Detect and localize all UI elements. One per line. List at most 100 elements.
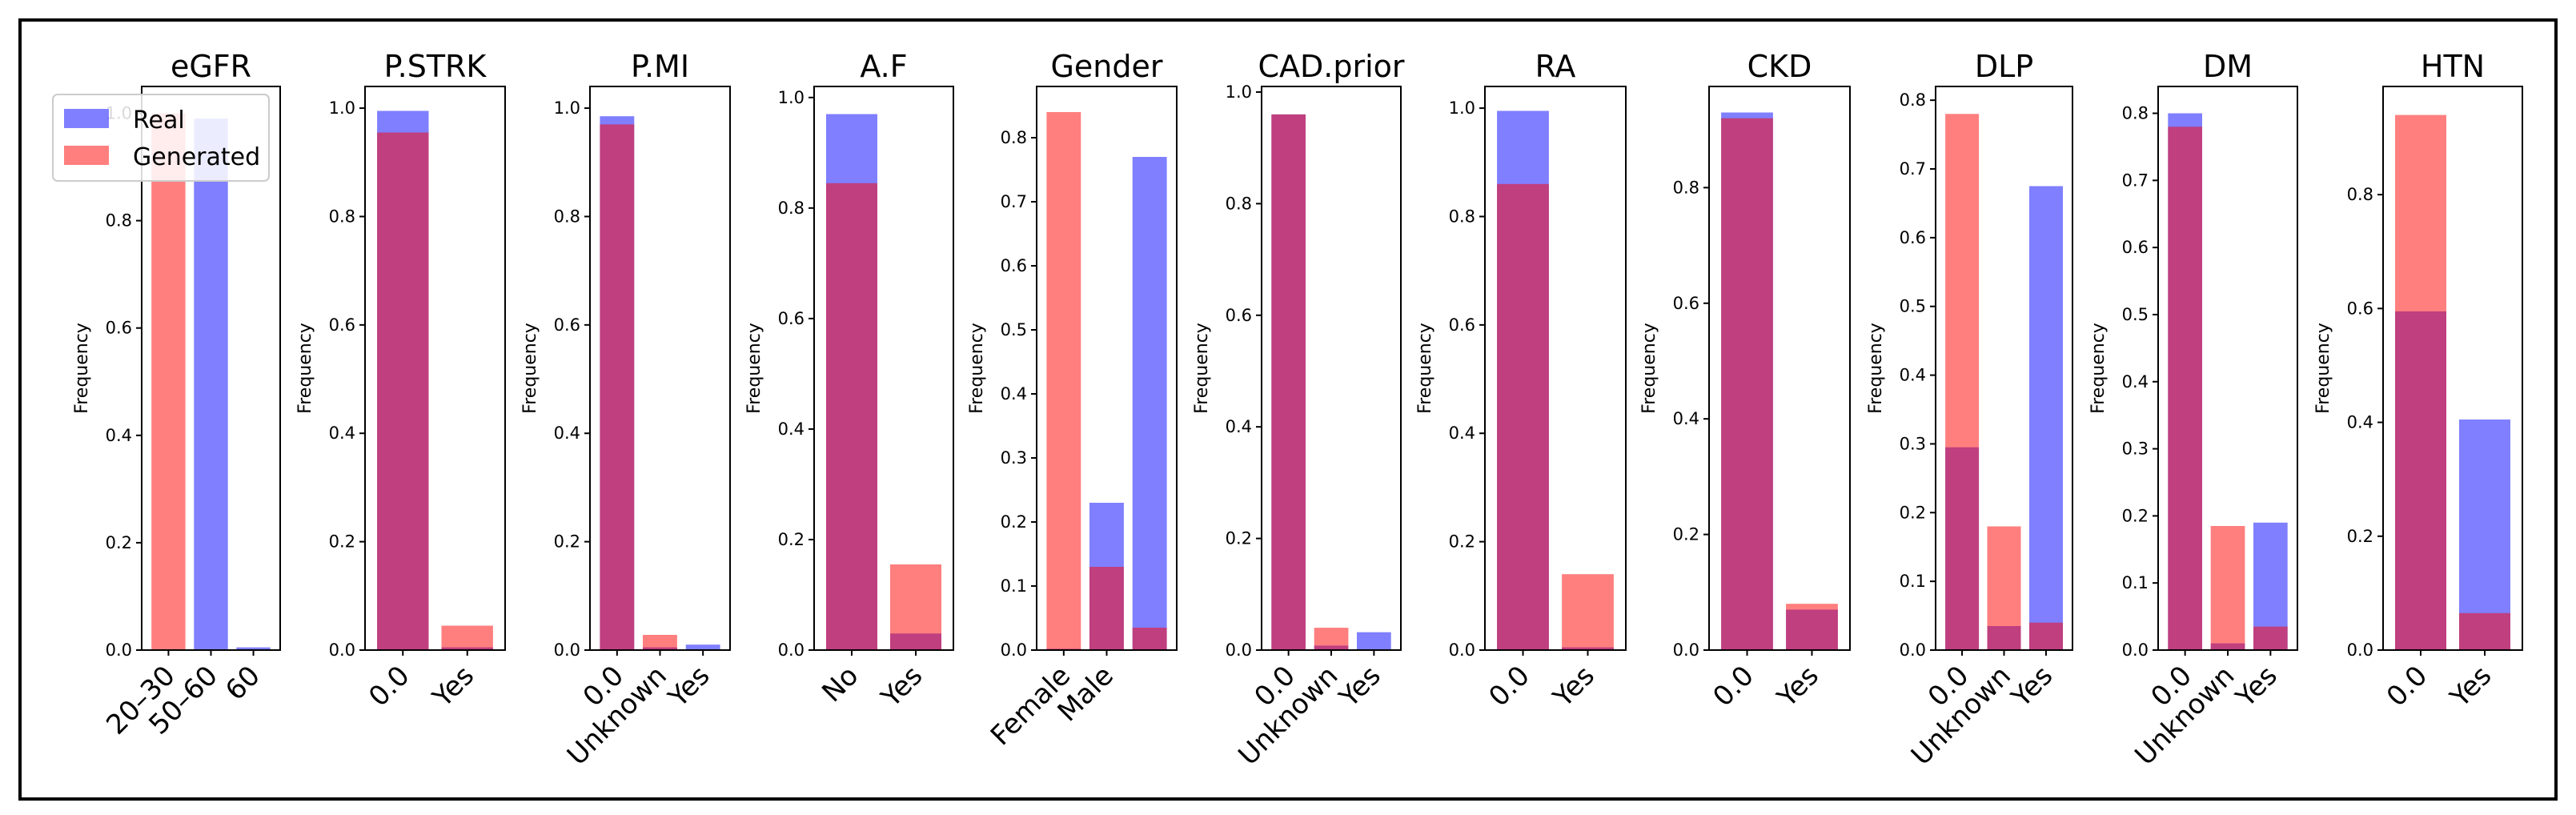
y-axis-label: Frequency [2313,323,2333,414]
axes-frame [813,86,954,651]
y-tick-label: 0.4 [2122,372,2149,391]
y-tick-label: 0.1 [1001,576,1027,596]
bar-real-1 [2459,420,2510,650]
y-tick-label: 0.1 [1900,572,1926,591]
y-tick-label: 0.2 [1449,532,1475,552]
y-tick-label: 0.4 [1900,366,1926,385]
bar-generated-0 [826,183,877,651]
panel-title: DM [2203,49,2253,84]
bar-generated-2 [2253,626,2288,650]
y-tick-label: 0.2 [2122,506,2149,525]
bar-generated-0 [2168,126,2202,651]
y-tick-label: 0.8 [1900,90,1926,110]
y-tick-label: 0.3 [1900,434,1926,453]
bar-generated-1 [1562,574,1614,650]
bar-generated-2 [1132,628,1167,650]
y-tick-label: 0.6 [778,309,804,328]
y-tick-label: 0.6 [1449,315,1475,335]
y-tick-label: 0.6 [554,315,580,335]
y-tick-label: 0.8 [2347,185,2373,204]
bar-real-2 [2029,186,2063,650]
y-tick-label: 0.2 [2347,527,2373,546]
y-tick-label: 0.4 [1449,424,1475,443]
y-tick-label: 0.3 [1001,448,1027,468]
y-tick-label: 0.8 [2122,104,2149,123]
bar-generated-1 [2459,612,2510,650]
y-tick-label: 0.6 [106,319,132,338]
panel-title: RA [1535,49,1576,84]
y-tick-label: 0.6 [329,315,355,335]
bar-generated-0 [377,132,429,650]
bar-generated-0 [1945,114,1980,651]
bar-generated-1 [1987,526,2021,650]
y-tick-label: 1.0 [1226,82,1252,102]
panel-title: DLP [1975,49,2033,84]
y-axis-label: Frequency [1192,323,1212,414]
y-tick-label: 0.2 [1900,503,1926,522]
y-tick-label: 0.2 [1226,529,1252,548]
bar-generated-0 [600,124,635,650]
bar-generated-0 [1271,114,1306,650]
y-axis-label: Frequency [744,323,764,414]
y-tick-label: 0.6 [1900,228,1926,247]
legend: Real Generated [52,94,270,182]
y-axis-label: Frequency [1639,323,1659,414]
y-tick-label: 0.6 [2122,238,2149,257]
y-tick-label: 0.8 [1001,128,1027,147]
y-tick-label: 0.7 [1001,192,1027,211]
panel-title: eGFR [171,49,251,84]
y-tick-label: 0.0 [778,640,804,660]
panel-title: CKD [1747,49,1812,84]
y-tick-label: 0.5 [2122,305,2149,324]
panel-title: CAD.prior [1258,49,1404,84]
y-tick-label: 0.2 [1001,512,1027,532]
y-tick-label: 0.8 [554,207,580,226]
y-tick-label: 1.0 [329,98,355,118]
y-tick-label: 0.2 [1673,525,1699,544]
y-tick-label: 0.6 [1673,294,1699,313]
bar-generated-1 [890,564,941,650]
y-tick-label: 0.7 [1900,159,1926,179]
legend-generated-swatch [64,146,109,165]
y-axis-label: Frequency [1415,323,1435,414]
y-tick-label: 0.3 [2122,440,2149,459]
bar-generated-1 [1089,567,1124,650]
y-tick-label: 0.8 [1673,178,1699,197]
y-tick-label: 0.6 [2347,299,2373,318]
legend-real-label: Real [133,106,185,134]
y-tick-label: 0.0 [1449,640,1475,660]
y-tick-label: 0.0 [1900,640,1926,660]
y-tick-label: 0.2 [329,532,355,552]
bar-generated-1 [1786,604,1838,650]
y-tick-label: 0.0 [2347,640,2373,660]
panel-title: Gender [1050,49,1162,84]
chart-panels: 0.00.20.40.60.81.0FrequencyeGFR20–3050–6… [72,49,2523,772]
y-tick-label: 0.5 [1001,320,1027,339]
panel-title: A.F [860,49,907,84]
y-axis-label: Frequency [295,323,315,414]
bar-generated-1 [1314,628,1349,650]
y-tick-label: 0.8 [106,211,132,231]
axes-frame [2382,86,2523,651]
y-axis-label: Frequency [1866,323,1886,414]
bar-generated-1 [643,635,677,650]
bar-generated-0 [1721,118,1773,650]
bar-real-2 [236,647,271,650]
y-tick-label: 0.5 [1900,297,1926,316]
y-tick-label: 0.4 [2347,413,2373,432]
y-tick-label: 0.2 [778,530,804,549]
y-tick-label: 0.4 [329,424,355,443]
axes-frame [1484,86,1627,651]
y-tick-label: 0.7 [2122,171,2149,190]
y-tick-label: 0.0 [106,640,132,660]
panel-title: P.STRK [384,49,488,84]
y-tick-label: 0.4 [1673,409,1699,428]
y-tick-label: 1.0 [1449,98,1475,118]
bar-real-2 [1357,632,1391,650]
legend-generated-label: Generated [133,143,260,171]
y-tick-label: 0.0 [1001,640,1027,660]
